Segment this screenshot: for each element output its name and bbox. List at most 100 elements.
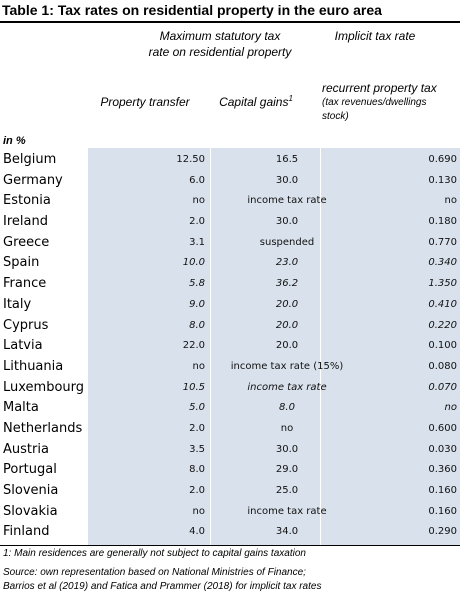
table-row: Germany 6.0 30.0 0.130 — [0, 171, 460, 192]
header-capital-gains-label: Capital gains — [219, 95, 289, 109]
cell-implicit-tax-rate: 0.290 — [428, 526, 457, 538]
cell-implicit-tax-rate: 0.410 — [428, 298, 457, 310]
cell-property-transfer: 8.0 — [189, 319, 205, 331]
row-country: Germany — [3, 172, 63, 188]
row-country: Slovakia — [3, 503, 58, 519]
cell-capital-gains: 20.0 — [275, 340, 299, 352]
header-recurrent-line1: recurrent property tax — [322, 81, 437, 95]
cell-capital-gains: 36.2 — [275, 278, 299, 290]
cell-capital-gains: 30.0 — [275, 174, 299, 186]
cell-implicit-tax-rate: 0.340 — [428, 257, 457, 269]
row-country: Estonia — [3, 193, 51, 209]
table-title: Table 1: Tax rates on residential proper… — [2, 2, 382, 18]
cell-property-transfer: 2.0 — [189, 422, 205, 434]
table-row: Netherlands 2.0 no 0.600 — [0, 419, 460, 440]
row-country: Lithuania — [3, 358, 64, 374]
data-area-shading — [88, 148, 460, 545]
row-country: Spain — [3, 255, 40, 271]
header-property-transfer: Property transfer — [100, 95, 190, 109]
header-capital-gains-footnote-mark: 1 — [288, 94, 293, 103]
table-row: Austria 3.5 30.0 0.030 — [0, 440, 460, 461]
column-divider — [320, 148, 321, 545]
header-statutory-line2: rate on residential property — [148, 45, 292, 59]
row-country: Slovenia — [3, 483, 59, 498]
table-row: Cyprus 8.0 20.0 0.220 — [0, 316, 460, 337]
cell-implicit-tax-rate: 0.100 — [428, 340, 457, 352]
cell-property-transfer: 4.0 — [189, 526, 205, 538]
column-divider — [210, 148, 211, 545]
cell-property-transfer: no — [192, 505, 205, 517]
cell-capital-gains: 8.0 — [279, 402, 295, 414]
cell-capital-gains: 16.5 — [275, 154, 299, 165]
cell-implicit-tax-rate: 0.770 — [428, 236, 457, 248]
table-row: Greece 3.1 suspended 0.770 — [0, 233, 460, 254]
unit-label: in % — [3, 135, 26, 147]
row-country: Luxembourg — [3, 379, 85, 395]
cell-implicit-tax-rate: 0.160 — [428, 485, 457, 496]
table-row: Portugal 8.0 29.0 0.360 — [0, 460, 460, 481]
cell-capital-gains: 29.0 — [275, 464, 299, 476]
table-row: Estonia no income tax rate no — [0, 191, 460, 212]
cell-implicit-tax-rate: 0.220 — [428, 319, 457, 331]
cell-implicit-tax-rate: 0.360 — [428, 464, 457, 476]
cell-property-transfer: 2.0 — [189, 216, 205, 228]
cell-property-transfer: 3.1 — [189, 236, 205, 248]
cell-implicit-tax-rate: 0.690 — [428, 154, 457, 165]
cell-property-transfer: 12.50 — [176, 154, 205, 165]
cell-implicit-tax-rate: 0.180 — [428, 216, 457, 228]
row-country: Greece — [3, 234, 50, 250]
cell-capital-gains: 25.0 — [275, 485, 299, 496]
cell-capital-gains: 20.0 — [275, 319, 299, 331]
header-recurrent-line3: stock) — [322, 111, 349, 122]
cell-capital-gains: 30.0 — [275, 443, 299, 455]
title-rule — [0, 21, 460, 23]
cell-capital-gains: income tax rate — [247, 505, 327, 517]
table-row: France 5.8 36.2 1.350 — [0, 274, 460, 295]
cell-property-transfer: 5.8 — [189, 278, 205, 290]
cell-property-transfer: 10.0 — [182, 257, 205, 269]
row-country: Austria — [3, 441, 49, 457]
source-line-1: Source: own representation based on Nati… — [3, 567, 306, 578]
table-row: Slovakia no income tax rate 0.160 — [0, 502, 460, 523]
table-row: Slovenia 2.0 25.0 0.160 — [0, 481, 460, 502]
cell-implicit-tax-rate: 0.070 — [428, 381, 457, 393]
table-row: Lithuania no income tax rate (15%) 0.080 — [0, 357, 460, 378]
cell-implicit-tax-rate: 0.130 — [428, 174, 457, 186]
table-body: Belgium 12.50 16.5 0.690 Germany 6.0 30.0 0.130… — [0, 150, 460, 543]
cell-implicit-tax-rate: no — [444, 195, 457, 207]
header-implicit: Implicit tax rate — [334, 29, 416, 43]
table-row: Belgium 12.50 16.5 0.690 — [0, 150, 460, 171]
row-country: Cyprus — [3, 317, 49, 333]
table-row: Spain 10.0 23.0 0.340 — [0, 253, 460, 274]
cell-capital-gains: income tax rate — [247, 195, 327, 207]
cell-implicit-tax-rate: 0.160 — [428, 505, 457, 517]
cell-implicit-tax-rate: 0.080 — [428, 360, 457, 372]
cell-property-transfer: 2.0 — [189, 485, 205, 496]
row-country: Portugal — [3, 462, 57, 478]
table-row: Finland 4.0 34.0 0.290 — [0, 522, 460, 543]
cell-property-transfer: 22.0 — [182, 340, 205, 352]
table-row: Luxembourg 10.5 income tax rate 0.070 — [0, 378, 460, 399]
table-row: Malta 5.0 8.0 no — [0, 398, 460, 419]
row-country: Netherlands — [3, 420, 83, 436]
cell-implicit-tax-rate: 1.350 — [428, 278, 457, 290]
cell-capital-gains: no — [280, 422, 294, 434]
cell-capital-gains: suspended — [259, 236, 315, 248]
cell-implicit-tax-rate: 0.030 — [428, 443, 457, 455]
cell-implicit-tax-rate: no — [444, 402, 457, 414]
cell-capital-gains: 34.0 — [275, 526, 299, 538]
row-country: Finland — [3, 524, 50, 540]
table-row: Ireland 2.0 30.0 0.180 — [0, 212, 460, 233]
row-country: Ireland — [3, 214, 48, 230]
cell-capital-gains: 20.0 — [275, 298, 299, 310]
cell-capital-gains: 30.0 — [275, 216, 299, 228]
row-country: France — [3, 276, 47, 292]
cell-capital-gains: income tax rate — [247, 381, 327, 393]
source-line-2: Barrios et al (2019) and Fatica and Pram… — [3, 581, 322, 592]
table-row: Latvia 22.0 20.0 0.100 — [0, 336, 460, 357]
footnote: 1: Main residences are generally not sub… — [3, 548, 306, 559]
cell-property-transfer: 8.0 — [189, 464, 205, 476]
cell-capital-gains: income tax rate (15%) — [230, 360, 344, 372]
cell-property-transfer: no — [192, 360, 205, 372]
table-row: Italy 9.0 20.0 0.410 — [0, 295, 460, 316]
